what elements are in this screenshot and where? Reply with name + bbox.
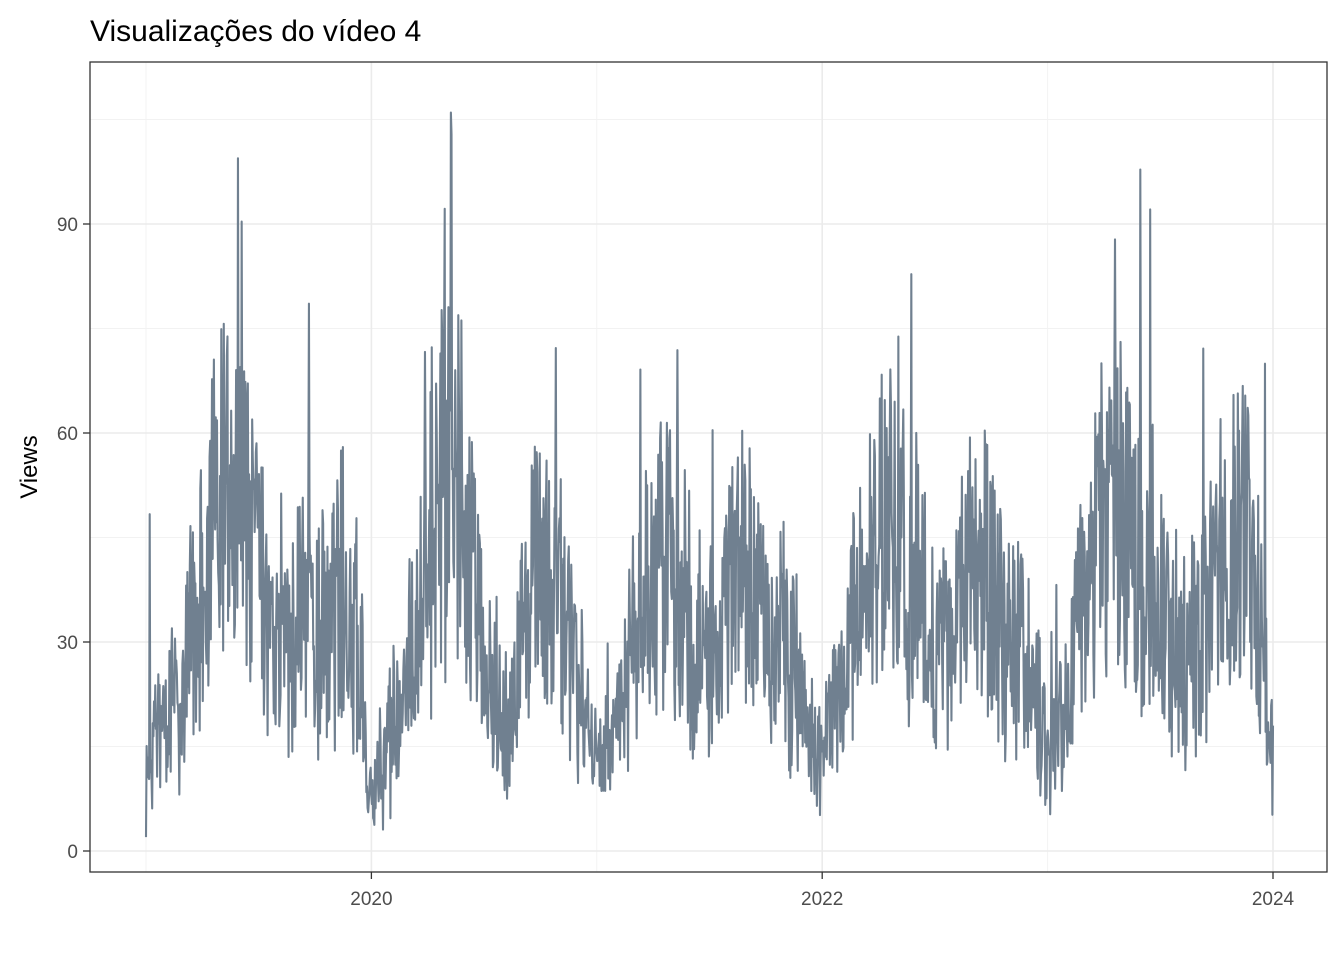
y-tick-label: 60 xyxy=(57,424,78,445)
plot-panel-border xyxy=(89,61,1328,873)
y-tick-label: 0 xyxy=(67,842,78,863)
y-tick-label: 90 xyxy=(57,215,78,236)
views-line-series xyxy=(144,111,1275,838)
y-axis-title: Views xyxy=(16,435,43,499)
data-series-layer xyxy=(144,111,1275,838)
axis-ticks: 2020 2022 2024 0 30 60 90 xyxy=(57,215,1295,910)
x-tick-label: 2024 xyxy=(1252,889,1295,910)
chart-title: Visualizações do vídeo 4 xyxy=(90,15,421,48)
x-tick-label: 2020 xyxy=(350,889,392,910)
y-tick-label: 30 xyxy=(57,633,78,654)
x-tick-label: 2022 xyxy=(801,889,843,910)
